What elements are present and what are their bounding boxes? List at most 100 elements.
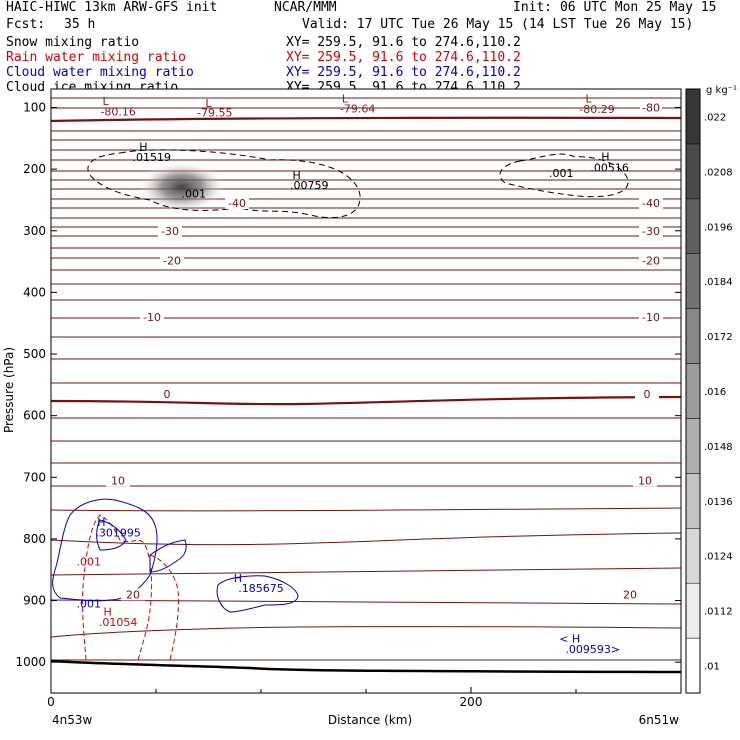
contour-label-bg — [106, 474, 130, 487]
cloud-water-contour-line — [149, 539, 187, 573]
contour-label: -80 — [642, 101, 660, 114]
y-tick-label: 900 — [23, 594, 46, 608]
y-tick-label: 100 — [23, 100, 46, 114]
cloud-water-contour-line — [216, 575, 299, 613]
rain-contours — [82, 514, 179, 666]
contour-label: -40 — [642, 197, 660, 210]
field-annotation: -80.29 — [579, 103, 614, 116]
field-annotations: L-80.16L-79.55L-79.64L-80.29H.01519.001H… — [77, 93, 629, 656]
field-annotation: H — [234, 572, 242, 585]
colorbar-label: .0208 — [704, 167, 733, 178]
field-annotation: .301995 — [95, 526, 141, 539]
forecast-label: Fcst: — [6, 17, 46, 32]
field-annotation: L — [103, 95, 110, 108]
x-axis-title: Distance (km) — [328, 713, 412, 727]
plot-area — [50, 89, 682, 693]
field-annotation: .00759 — [290, 179, 329, 192]
colorbar-swatch — [685, 88, 701, 145]
field-annotation: .001 — [77, 555, 102, 568]
colorbar-swatch — [685, 198, 701, 254]
field-annotation: L — [586, 93, 593, 106]
colorbar-label: .022 — [704, 112, 726, 123]
x-tick-label: 0 — [47, 695, 55, 709]
field-annotation: -80.16 — [100, 106, 135, 119]
field-annotation: .185675 — [238, 582, 284, 595]
contour-label-bg — [225, 197, 249, 210]
cloud-water-field-name: Cloud water mixing ratio — [6, 65, 194, 80]
contour-label-bg — [155, 388, 179, 401]
contour-label-bg — [140, 311, 164, 324]
contour-label: -10 — [143, 311, 161, 324]
isotherm-line — [51, 395, 681, 406]
init-time: Init: 06 UTC Mon 25 May 15 — [513, 0, 717, 15]
colorbar-swatch — [685, 143, 701, 200]
field-annotation: H — [97, 516, 105, 529]
rain-field-xy: XY= 259.5, 91.6 to 274.6,110.2 — [286, 50, 521, 65]
contour-label-bg — [639, 224, 663, 237]
y-tick-label: 200 — [23, 162, 46, 176]
model-title: HAIC-HIWC 13km ARW-GFS init — [6, 0, 218, 15]
contour-label: 10 — [111, 474, 125, 487]
field-annotation: H — [601, 150, 609, 163]
snow-contours — [87, 149, 629, 219]
rain-contour-line — [82, 514, 153, 666]
colorbar-swatch — [685, 473, 701, 529]
field-annotation: -79.55 — [197, 107, 232, 120]
isotherm-line — [51, 532, 681, 546]
contour-label: -30 — [161, 225, 179, 238]
colorbar-swatch — [685, 308, 701, 364]
right-endpoint-label: 6n51w — [639, 713, 680, 727]
y-axis-title: Pressure (hPa) — [2, 347, 16, 433]
contour-label: -40 — [228, 197, 246, 210]
valid-time: Valid: 17 UTC Tue 26 May 15 (14 LST Tue … — [302, 17, 694, 32]
field-annotation: .009593> — [565, 643, 620, 656]
colorbar-swatch — [685, 582, 701, 639]
forecast-hours: 35 h — [64, 17, 96, 32]
contour-label-bg — [640, 101, 662, 114]
colorbar: .01 .0112 .0124 .0136 .0148 .016 .0172 .0184 .01… — [685, 88, 733, 694]
isotherm-line — [51, 626, 681, 638]
colorbar-label: .016 — [704, 387, 726, 398]
left-endpoint-label: 4n53w — [52, 713, 93, 727]
colorbar-label: .0124 — [704, 552, 733, 563]
contour-label: 0 — [164, 388, 171, 401]
colorbar-label: .0184 — [704, 277, 733, 288]
contour-label-bg — [160, 254, 184, 267]
y-tick-label: 800 — [23, 532, 46, 546]
y-tick-label: 500 — [23, 347, 46, 361]
field-annotation: H — [293, 169, 301, 182]
y-tick-label: 400 — [23, 285, 46, 299]
contour-label: -10 — [642, 311, 660, 324]
field-annotation: .001 — [182, 187, 207, 200]
field-annotation: .001 — [549, 167, 574, 180]
snow-shading — [137, 161, 227, 213]
snow-field-name: Snow mixing ratio — [6, 35, 140, 50]
field-annotation: L — [205, 97, 212, 110]
y-tick-label: 600 — [23, 409, 46, 423]
cloud-water-field-xy: XY= 259.5, 91.6 to 274.6,110.2 — [286, 65, 521, 80]
contour-label: -30 — [642, 225, 660, 238]
isotherm-line — [51, 507, 681, 512]
y-tick-label: 300 — [23, 224, 46, 238]
field-annotation: .01054 — [99, 616, 138, 629]
org-label: NCAR/MMM — [274, 0, 337, 15]
cloud-water-contour-line — [96, 519, 127, 551]
contour-label-bg — [618, 588, 642, 601]
contour-label: 20 — [623, 588, 637, 601]
field-annotation: H — [139, 141, 147, 154]
field-annotation: L — [342, 93, 349, 106]
x-axis: 0 200 — [47, 687, 577, 709]
isotherm-line — [51, 567, 681, 576]
field-annotation: .001 — [77, 597, 102, 610]
contour-label-bg — [639, 254, 663, 267]
contour-label-bg — [639, 311, 663, 324]
colorbar-unit: g kg⁻¹ — [706, 85, 737, 96]
snow-contour-line — [87, 149, 361, 219]
contour-label: -20 — [642, 254, 660, 267]
y-tick-label: 700 — [23, 470, 46, 484]
y-tick-label: 1000 — [15, 655, 46, 669]
colorbar-label: .0112 — [704, 607, 733, 618]
rain-contour-line — [149, 554, 179, 661]
